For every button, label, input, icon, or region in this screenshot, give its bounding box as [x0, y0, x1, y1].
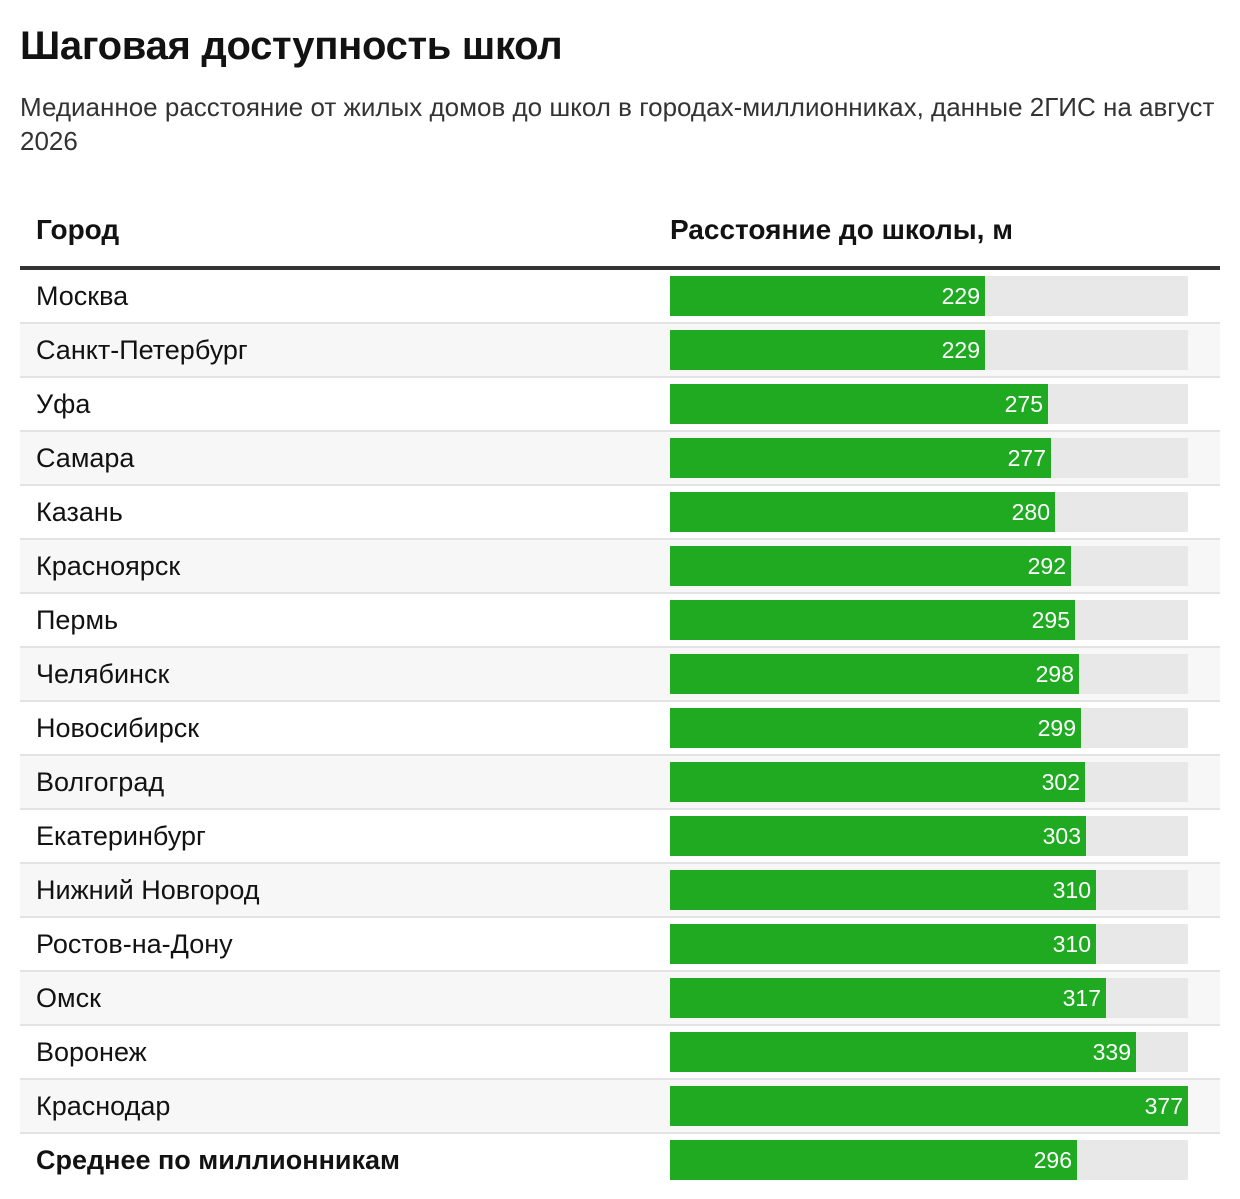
table-row: Красноярск 292 [20, 540, 1220, 594]
bar: 229 [670, 330, 985, 370]
bar-track: 317 [670, 978, 1188, 1018]
table-row: Екатеринбург 303 [20, 810, 1220, 864]
bar-track: 280 [670, 492, 1188, 532]
bar: 280 [670, 492, 1055, 532]
bar: 310 [670, 870, 1096, 910]
city-label: Екатеринбург [36, 821, 206, 851]
bar-value-label: 317 [1062, 985, 1101, 1011]
bar: 317 [670, 978, 1106, 1018]
bar-value-label: 377 [1144, 1093, 1183, 1119]
city-label: Новосибирск [36, 713, 200, 743]
bar: 296 [670, 1140, 1077, 1180]
bar-track: 229 [670, 276, 1188, 316]
chart-title: Шаговая доступность школ [20, 24, 563, 68]
bar-value-label: 275 [1004, 391, 1043, 417]
table-row: Краснодар 377 [20, 1080, 1220, 1134]
column-header-city: Город [36, 214, 120, 245]
table-row: Воронеж 339 [20, 1026, 1220, 1080]
bar: 295 [670, 600, 1075, 640]
bar-value-label: 229 [941, 337, 980, 363]
table-header: Город Расстояние до школы, м [20, 210, 1220, 270]
bar: 303 [670, 816, 1086, 856]
table-row: Москва 229 [20, 270, 1220, 324]
table-row: Новосибирск 299 [20, 702, 1220, 756]
city-label: Казань [36, 497, 123, 527]
bar-track: 298 [670, 654, 1188, 694]
table-row: Уфа 275 [20, 378, 1220, 432]
city-label: Волгоград [36, 767, 165, 797]
city-label: Санкт-Петербург [36, 335, 248, 365]
bar-value-label: 229 [941, 283, 980, 309]
bar: 310 [670, 924, 1096, 964]
bar: 299 [670, 708, 1081, 748]
table-body: Москва 229 Санкт-Петербург 229 Уфа 275 Самара 2… [20, 270, 1220, 1188]
table-row: Омск 317 [20, 972, 1220, 1026]
bar-track: 277 [670, 438, 1188, 478]
city-label: Омск [36, 983, 101, 1013]
city-label: Ростов-на-Дону [36, 929, 233, 959]
table-row: Челябинск 298 [20, 648, 1220, 702]
bar-track: 310 [670, 870, 1188, 910]
table-row: Санкт-Петербург 229 [20, 324, 1220, 378]
bar-track: 310 [670, 924, 1188, 964]
bar: 298 [670, 654, 1079, 694]
bar-track: 299 [670, 708, 1188, 748]
bar-value-label: 303 [1042, 823, 1081, 849]
table-row: Самара 277 [20, 432, 1220, 486]
city-label: Нижний Новгород [36, 875, 260, 905]
bar-value-label: 298 [1035, 661, 1074, 687]
bar: 229 [670, 276, 985, 316]
bar-track: 303 [670, 816, 1188, 856]
table-row: Среднее по миллионникам 296 [20, 1134, 1220, 1188]
bar-value-label: 299 [1037, 715, 1076, 741]
bar-track: 296 [670, 1140, 1188, 1180]
bar-value-label: 280 [1011, 499, 1050, 525]
bar-value-label: 295 [1031, 607, 1070, 633]
city-label: Самара [36, 443, 135, 473]
city-label: Челябинск [36, 659, 170, 689]
table-row: Ростов-на-Дону 310 [20, 918, 1220, 972]
table-row: Нижний Новгород 310 [20, 864, 1220, 918]
city-label: Среднее по миллионникам [36, 1145, 400, 1175]
bar: 377 [670, 1086, 1188, 1126]
table-row: Волгоград 302 [20, 756, 1220, 810]
bar-value-label: 339 [1092, 1039, 1131, 1065]
table-row: Пермь 295 [20, 594, 1220, 648]
bar-value-label: 277 [1007, 445, 1046, 471]
bar: 277 [670, 438, 1051, 478]
bar-track: 295 [670, 600, 1188, 640]
city-label: Краснодар [36, 1091, 171, 1121]
bar-value-label: 302 [1041, 769, 1080, 795]
city-label: Москва [36, 281, 129, 311]
bar-value-label: 292 [1027, 553, 1066, 579]
city-label: Красноярск [36, 551, 181, 581]
bar-track: 229 [670, 330, 1188, 370]
bar-value-label: 310 [1052, 931, 1091, 957]
city-label: Воронеж [36, 1037, 147, 1067]
table-row: Казань 280 [20, 486, 1220, 540]
bar: 275 [670, 384, 1048, 424]
chart-subtitle: Медианное расстояние от жилых домов до ш… [20, 92, 1215, 156]
bar-track: 339 [670, 1032, 1188, 1072]
bar-track: 275 [670, 384, 1188, 424]
bar-value-label: 310 [1052, 877, 1091, 903]
bar-value-label: 296 [1033, 1147, 1072, 1173]
city-label: Пермь [36, 605, 119, 635]
bar: 339 [670, 1032, 1136, 1072]
bar-track: 377 [670, 1086, 1188, 1126]
bar-track: 292 [670, 546, 1188, 586]
bar-track: 302 [670, 762, 1188, 802]
city-label: Уфа [36, 389, 91, 419]
column-header-distance: Расстояние до школы, м [670, 214, 1013, 245]
bar: 292 [670, 546, 1071, 586]
bar: 302 [670, 762, 1085, 802]
